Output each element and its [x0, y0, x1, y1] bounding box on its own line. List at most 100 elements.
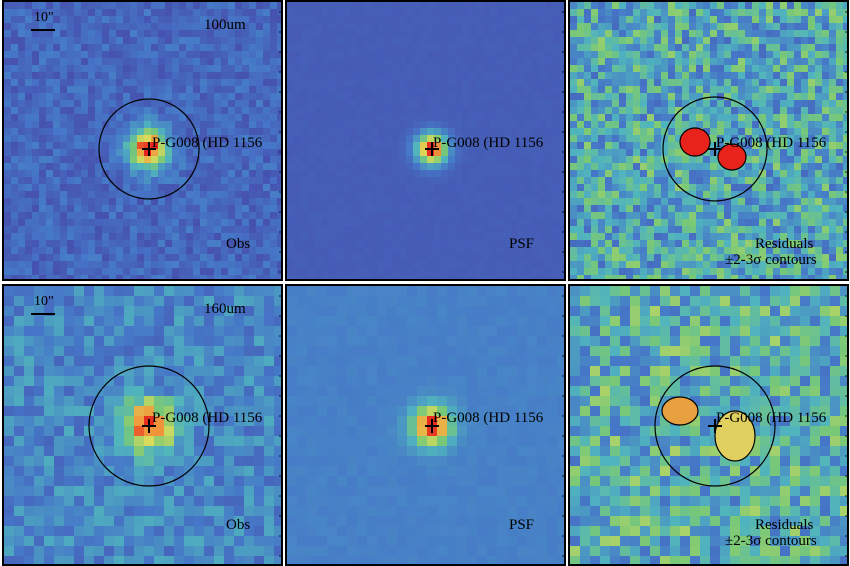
image-pixel — [308, 30, 316, 38]
image-pixel — [343, 37, 351, 45]
image-pixel — [476, 191, 484, 199]
image-pixel — [633, 128, 641, 136]
image-pixel — [511, 121, 519, 129]
image-pixel — [25, 149, 33, 157]
image-pixel — [843, 121, 847, 129]
image-pixel — [221, 2, 229, 10]
image-pixel — [539, 254, 547, 262]
image-pixel — [151, 198, 159, 206]
image-pixel — [67, 142, 75, 150]
image-pixel — [67, 163, 75, 171]
image-pixel — [151, 233, 159, 241]
image-pixel — [207, 37, 215, 45]
image-pixel — [172, 184, 180, 192]
image-pixel — [619, 261, 627, 269]
image-pixel — [378, 37, 386, 45]
image-pixel — [308, 65, 316, 73]
image-pixel — [308, 191, 316, 199]
image-pixel — [350, 114, 358, 122]
image-pixel — [165, 240, 173, 248]
image-pixel — [144, 44, 152, 52]
image-pixel — [822, 44, 830, 52]
image-pixel — [39, 16, 47, 24]
image-pixel — [172, 156, 180, 164]
image-pixel — [675, 86, 683, 94]
image-pixel — [476, 9, 484, 17]
image-pixel — [81, 79, 89, 87]
image-pixel — [25, 268, 33, 276]
image-pixel — [60, 198, 68, 206]
image-pixel — [724, 72, 732, 80]
image-pixel — [843, 9, 847, 17]
image-pixel — [95, 72, 103, 80]
image-pixel — [329, 121, 337, 129]
image-pixel — [287, 44, 295, 52]
image-pixel — [385, 51, 393, 59]
image-pixel — [249, 93, 257, 101]
image-pixel — [242, 275, 250, 279]
image-pixel — [301, 149, 309, 157]
image-pixel — [207, 261, 215, 269]
image-pixel — [703, 58, 711, 66]
image-pixel — [46, 261, 54, 269]
image-pixel — [427, 170, 435, 178]
image-pixel — [808, 212, 816, 220]
image-pixel — [759, 233, 767, 241]
image-pixel — [186, 233, 194, 241]
image-pixel — [137, 268, 145, 276]
image-pixel — [745, 30, 753, 38]
image-pixel — [738, 51, 746, 59]
image-pixel — [455, 135, 463, 143]
image-pixel — [357, 30, 365, 38]
image-pixel — [67, 135, 75, 143]
image-pixel — [605, 100, 613, 108]
image-pixel — [322, 198, 330, 206]
image-pixel — [46, 233, 54, 241]
image-pixel — [483, 156, 491, 164]
image-pixel — [420, 156, 428, 164]
image-pixel — [532, 191, 540, 199]
image-pixel — [626, 2, 634, 10]
image-pixel — [413, 247, 421, 255]
image-pixel — [455, 16, 463, 24]
image-pixel — [102, 58, 110, 66]
image-pixel — [745, 58, 753, 66]
image-pixel — [689, 156, 697, 164]
image-pixel — [256, 107, 264, 115]
image-pixel — [696, 184, 704, 192]
image-pixel — [392, 177, 400, 185]
image-pixel — [759, 254, 767, 262]
image-pixel — [504, 149, 512, 157]
image-pixel — [95, 226, 103, 234]
image-pixel — [612, 114, 620, 122]
image-pixel — [130, 100, 138, 108]
image-pixel — [228, 149, 236, 157]
image-pixel — [53, 205, 61, 213]
image-pixel — [619, 51, 627, 59]
image-pixel — [214, 30, 222, 38]
image-pixel — [18, 268, 26, 276]
image-pixel — [745, 156, 753, 164]
image-pixel — [294, 51, 302, 59]
image-pixel — [413, 254, 421, 262]
image-pixel — [18, 37, 26, 45]
image-pixel — [633, 170, 641, 178]
image-pixel — [228, 16, 236, 24]
image-pixel — [532, 100, 540, 108]
image-pixel — [427, 114, 435, 122]
image-pixel — [378, 30, 386, 38]
image-pixel — [294, 254, 302, 262]
image-pixel — [315, 191, 323, 199]
image-pixel — [612, 2, 620, 10]
image-pixel — [357, 226, 365, 234]
image-pixel — [773, 198, 781, 206]
image-pixel — [448, 23, 456, 31]
image-pixel — [780, 16, 788, 24]
image-pixel — [301, 93, 309, 101]
image-pixel — [151, 191, 159, 199]
image-pixel — [773, 23, 781, 31]
image-pixel — [766, 198, 774, 206]
image-pixel — [137, 23, 145, 31]
image-pixel — [357, 233, 365, 241]
image-pixel — [696, 58, 704, 66]
